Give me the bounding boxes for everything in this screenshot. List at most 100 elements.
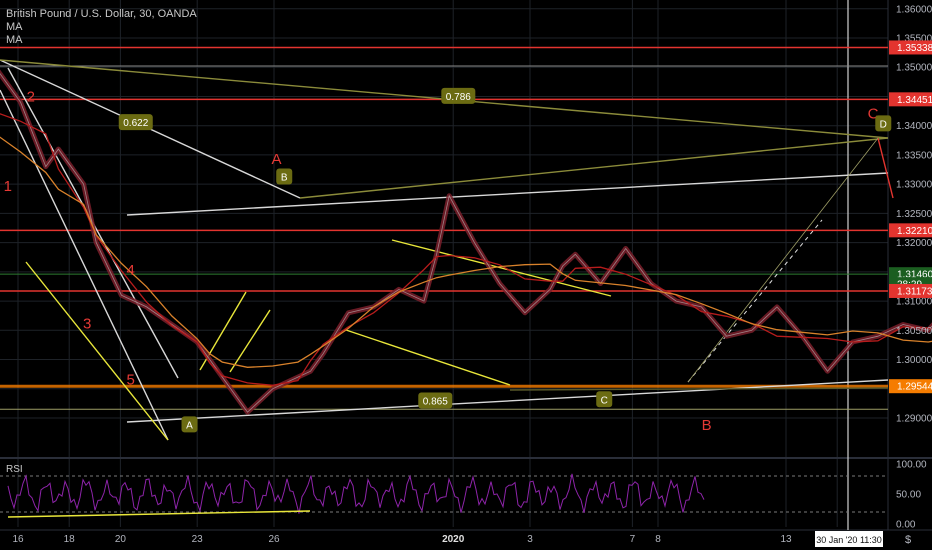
price-axis-marker-bg [889,283,932,298]
price-axis-marker-7: 1.29544 [889,379,932,394]
trend-line [345,329,511,386]
symbol-title: British Pound / U.S. Dollar, 30, OANDA [6,8,197,20]
price-axis-marker-text: 1.31173 [897,286,932,297]
currency-icon-text: $ [905,534,911,546]
wave-label-a: A [181,416,198,433]
fib-label-text: 0.786 [446,92,471,103]
grid-lines [0,0,888,527]
wave-label-5: 5 [126,371,134,388]
trend-line [509,387,889,391]
wave-label-4: 4 [126,262,134,279]
rsi-tick-label: 0.00 [896,520,916,531]
price-tick-label: 1.32000 [896,238,932,249]
currency-icon[interactable]: $ [905,534,911,546]
time-tick-label: 2020 [442,534,465,545]
indicator-ma-1[interactable]: MA [6,21,23,33]
chart-legend: British Pound / U.S. Dollar, 30, OANDA M… [6,8,197,47]
wave-label-text: B [702,417,712,434]
rsi-label: RSI [6,464,23,475]
trend-line [877,137,894,199]
time-tick-label: 8 [655,534,661,545]
wave-label-text: 3 [83,315,91,332]
trend-line [0,89,169,441]
time-tick-label: 13 [780,534,792,545]
wave-label-3: 3 [83,315,91,332]
projection-dashed-line [687,219,823,383]
moving-average-1 [0,113,932,386]
fib-label-text: 0.865 [423,396,448,407]
fib-label-text: 0.622 [123,118,148,129]
price-axis-marker-bg [889,379,932,394]
trend-line [25,261,169,441]
wave-label-c: C [868,105,879,122]
drawing-tools [0,59,894,441]
price-tick-label: 1.36000 [896,4,932,15]
price-axis-marker-6: 1.31173 [889,283,932,298]
fib-label-4: 0.865 [418,392,453,409]
price-axis-marker-3: 1.32210 [889,223,932,238]
wave-label-box [875,115,892,132]
time-tick-label: 7 [630,534,636,545]
price-tick-label: 1.31000 [896,297,932,308]
trend-line [126,172,889,216]
wave-label-text: B [281,173,288,184]
price-axis-marker-text: 1.29544 [897,382,932,393]
wave-label-b: B [702,417,712,434]
trend-line [299,137,889,199]
time-tick-label: 3 [527,534,533,545]
price-tick-label: 1.30500 [896,326,932,337]
wave-label-text: 2 [27,88,35,105]
wave-label-2: 2 [27,88,35,105]
fib-label-box [418,392,453,409]
price-tick-label: 1.33500 [896,150,932,161]
wave-label-text: 1 [4,178,12,195]
wave-label-d: D [875,115,892,132]
price-axis-marker-text: 1.34451 [897,95,932,106]
rsi-pane: RSI 100.00 50.00 0.00 [0,460,927,531]
rsi-line [7,473,705,514]
price-axis-marker-1: 1.35338 [889,40,932,55]
price-tick-label: 1.34000 [896,121,932,132]
fib-label-2: 0.786 [441,87,476,104]
time-tick-label: 16 [12,534,24,545]
price-tick-label: 1.35000 [896,63,932,74]
price-axis-marker-bg [889,223,932,238]
wave-label-text: C [601,395,608,406]
time-cursor-label-bg [815,531,883,547]
wave-label-c: C [596,391,613,408]
fib-label-box [118,114,153,131]
price-tick-label: 1.35500 [896,34,932,45]
price-axis-marker-2: 1.34451 [889,92,932,107]
trend-line [126,379,889,423]
price-axis-marker-text: 1.31460 [897,270,932,281]
wave-label-text: 5 [126,371,134,388]
trend-line [229,309,271,373]
time-tick-label: 18 [64,534,76,545]
wave-label-box [276,168,293,185]
wave-label-text: A [186,420,193,431]
price-tick-label: 1.29000 [896,414,932,425]
time-cursor-label: 30 Jan '20 11:30 [815,531,883,547]
wave-label-a: A [272,151,282,168]
price-axis-marker-bg [889,40,932,55]
rsi-tick-label: 100.00 [896,460,927,471]
price-axis-marker-bg [889,92,932,107]
price-tick-label: 1.32500 [896,209,932,220]
fib-label-1: 0.622 [118,114,153,131]
trend-line [391,239,612,297]
price-axis-marker-text: 1.35338 [897,43,932,54]
wave-label-text: C [868,105,879,122]
wave-label-1: 1 [4,178,12,195]
price-tick-label: 1.33000 [896,180,932,191]
price-axis-marker-text: 1.32210 [897,226,932,237]
fib-label-box [441,87,476,104]
rsi-trend-line [7,510,311,518]
moving-average-2 [0,136,932,368]
wave-label-box [181,416,198,433]
indicator-ma-2[interactable]: MA [6,34,23,46]
wave-label-text: 4 [126,262,134,279]
trend-line [687,137,879,383]
wave-label-text: D [880,119,887,130]
